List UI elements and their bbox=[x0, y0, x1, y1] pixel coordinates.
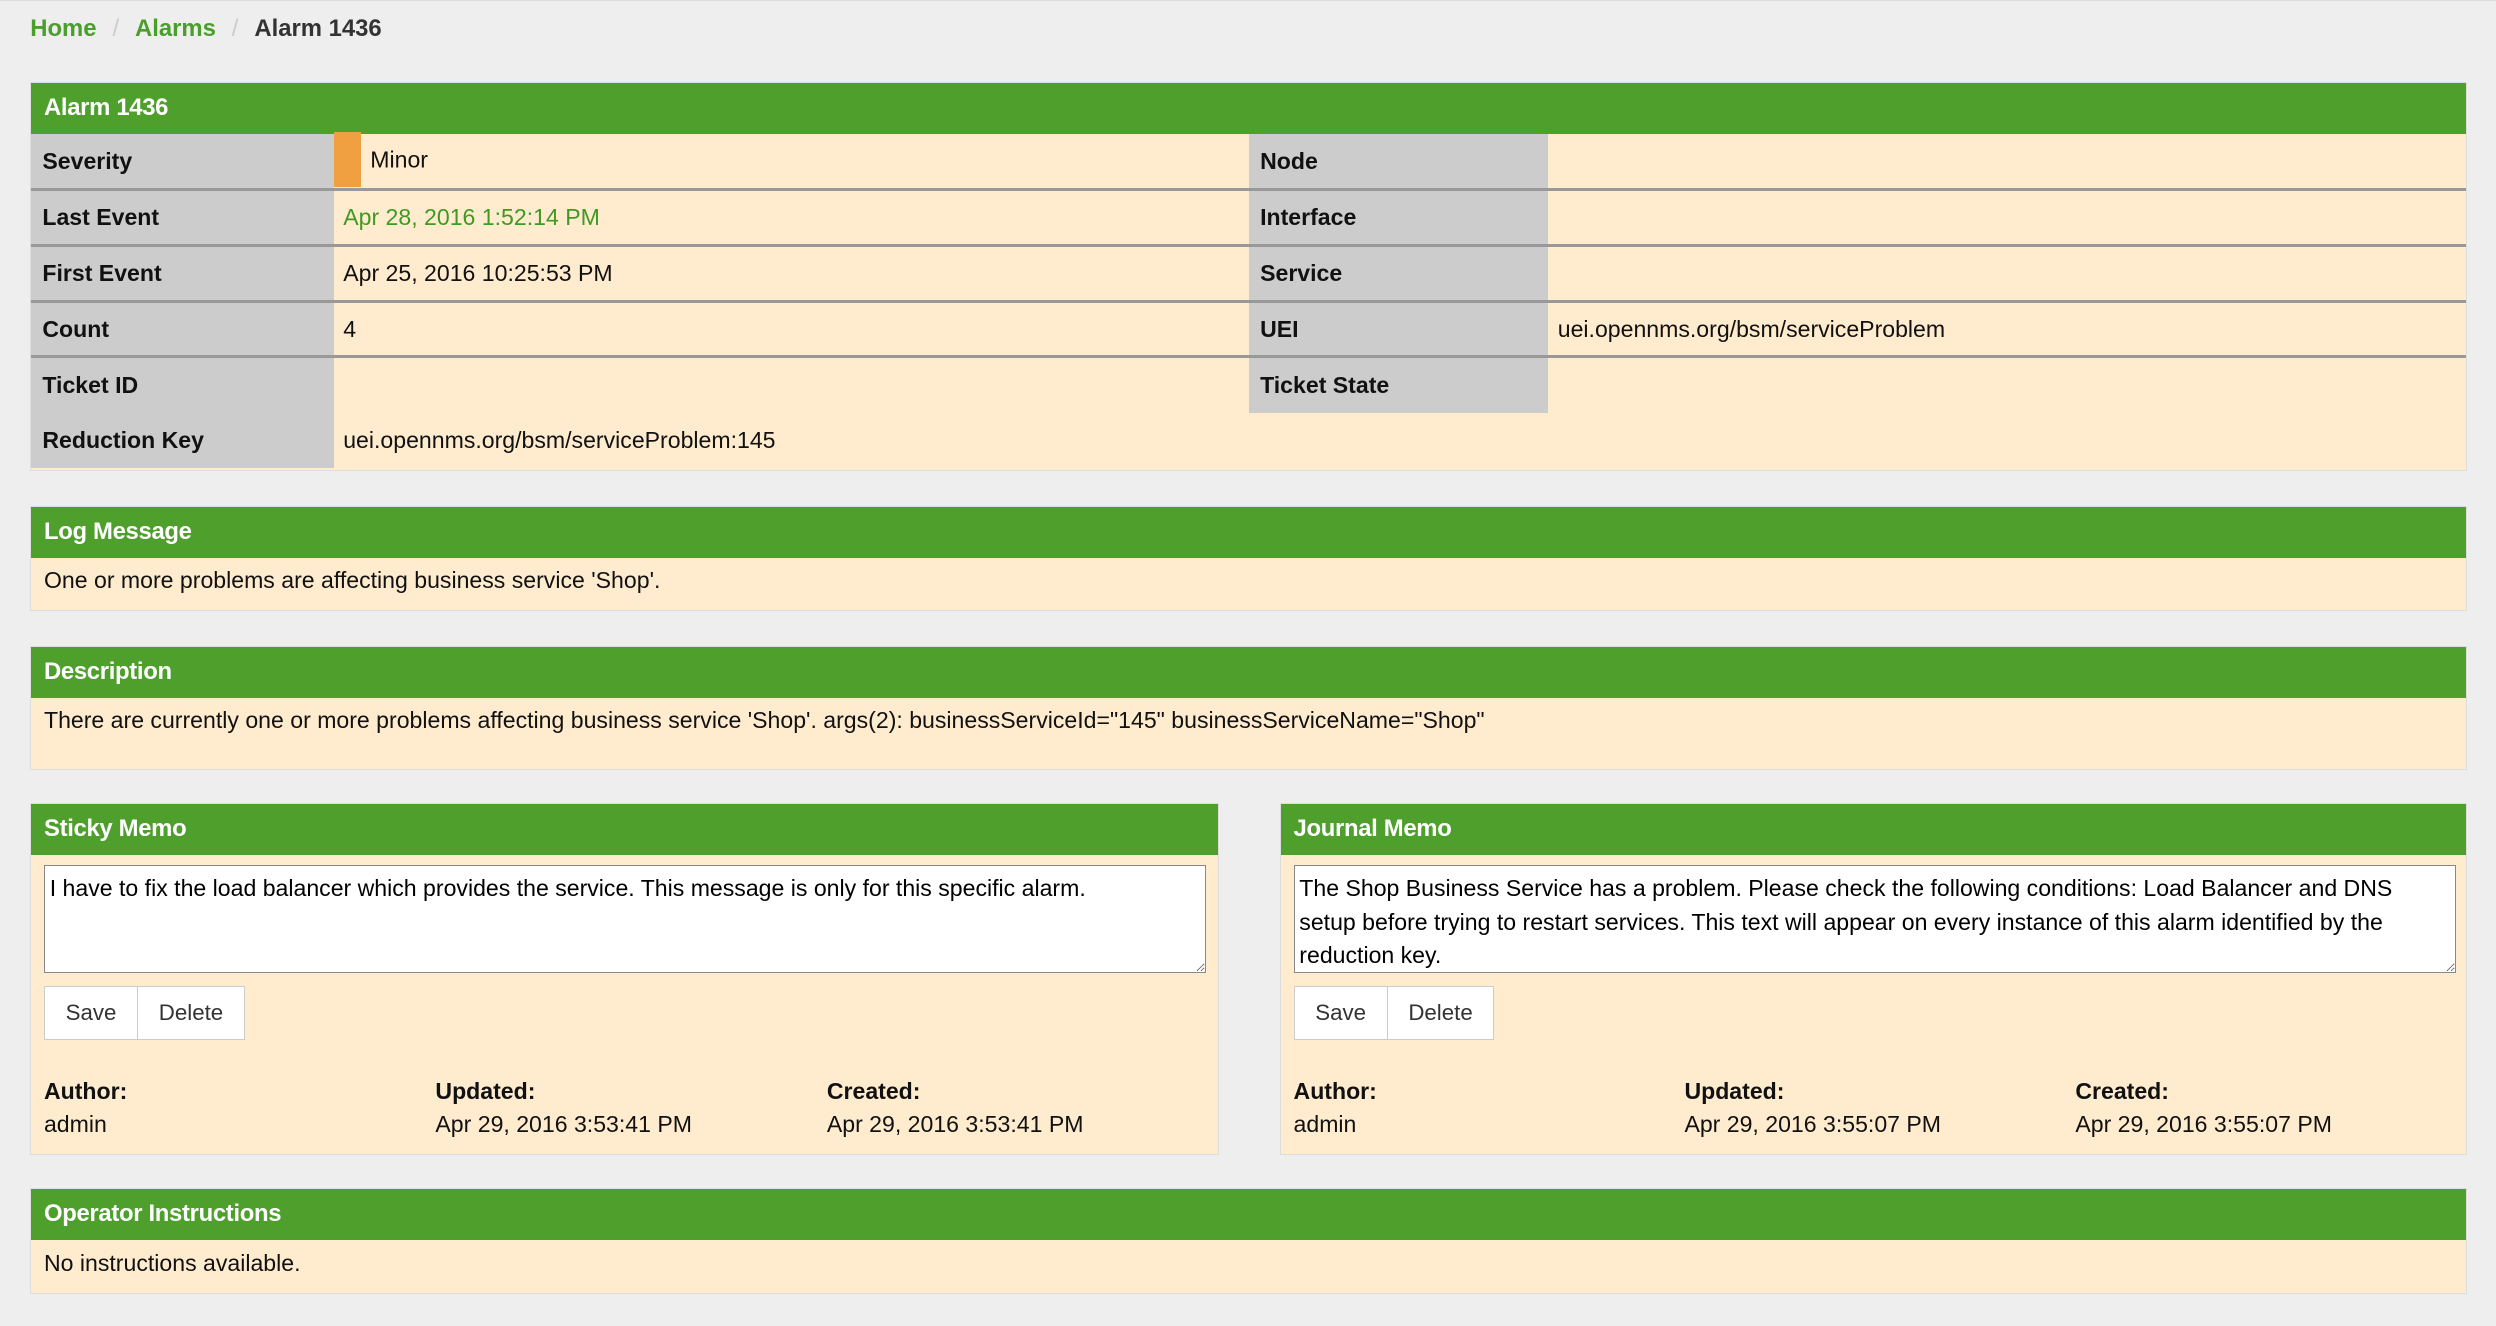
updated-label: Updated: bbox=[1684, 1077, 1785, 1104]
field-label: Node bbox=[1248, 134, 1549, 192]
field-value: 4 bbox=[333, 301, 1249, 359]
created-value: Apr 29, 2016 3:55:07 PM bbox=[2075, 1111, 2332, 1138]
author-label: Author: bbox=[1293, 1077, 1377, 1104]
field-value-text: Apr 28, 2016 1:52:14 PM bbox=[343, 204, 600, 231]
field-label-text: UEI bbox=[1260, 315, 1299, 342]
field-label-text: Interface bbox=[1260, 204, 1357, 231]
field-label: Ticket State bbox=[1248, 356, 1549, 413]
field-label-text: Count bbox=[42, 315, 110, 342]
field-label: First Event bbox=[31, 245, 334, 303]
alarm-row: Ticket ID Ticket State bbox=[31, 356, 2466, 413]
field-label: Service bbox=[1248, 245, 1549, 303]
operator-instructions-text: No instructions available. bbox=[43, 1249, 301, 1276]
reduction-key-label: Reduction Key bbox=[31, 412, 334, 469]
sticky-save-button[interactable]: Save bbox=[43, 985, 139, 1040]
sticky-memo-panel: Sticky Memo I have to fix the load balan… bbox=[30, 803, 1220, 1156]
author-value: admin bbox=[1293, 1111, 1357, 1138]
journal-memo-input[interactable]: The Shop Business Service has a problem.… bbox=[1293, 864, 2456, 973]
alarm-row: Count 4 UEI uei.opennms.org/bsm/serviceProb… bbox=[31, 301, 2467, 359]
created-label: Created: bbox=[2075, 1077, 2169, 1104]
author-label: Author: bbox=[43, 1077, 128, 1104]
field-value bbox=[1548, 245, 2467, 303]
description-text: There are currently one or more problems… bbox=[43, 707, 1485, 734]
breadcrumb-alarms[interactable]: Alarms bbox=[134, 15, 216, 43]
sticky-memo-title: Sticky Memo bbox=[31, 804, 1219, 856]
alarm-row: First Event Apr 25, 2016 10:25:53 PM Servi… bbox=[31, 245, 2467, 303]
breadcrumb-separator: / bbox=[231, 15, 239, 43]
field-label-text: Ticket State bbox=[1260, 372, 1390, 399]
field-label-text: Last Event bbox=[42, 204, 160, 231]
updated-value: Apr 29, 2016 3:53:41 PM bbox=[435, 1111, 693, 1138]
author-value: admin bbox=[43, 1111, 107, 1138]
log-message-title: Log Message bbox=[31, 506, 2467, 558]
log-message-text: One or more problems are affecting busin… bbox=[43, 567, 661, 594]
breadcrumb-home[interactable]: Home bbox=[30, 15, 97, 43]
field-label-text: Node bbox=[1260, 147, 1318, 174]
alarm-row: Severity Minor Node bbox=[31, 131, 2467, 192]
field-label-text: First Event bbox=[42, 259, 162, 286]
field-value-text: 4 bbox=[343, 315, 357, 342]
field-label-text: Ticket ID bbox=[42, 372, 139, 399]
field-label: Count bbox=[31, 301, 334, 359]
field-label-text: Severity bbox=[42, 147, 133, 174]
alarm-details-table: Severity Minor Node Last Event Apr 28, 2016 … bbox=[31, 131, 2467, 469]
field-value bbox=[1548, 189, 2467, 248]
field-value-text: Minor bbox=[370, 146, 428, 173]
field-value bbox=[334, 357, 1249, 413]
field-label: Severity bbox=[31, 134, 334, 192]
alarm-title: Alarm 1436 bbox=[31, 83, 2467, 135]
field-value: Apr 25, 2016 10:25:53 PM bbox=[333, 245, 1249, 303]
log-message-panel: Log Message One or more problems are aff… bbox=[30, 505, 2468, 611]
alarm-panel: Alarm 1436 Severity Minor Node Last Event Ap… bbox=[30, 82, 2468, 471]
breadcrumb-separator: / bbox=[112, 15, 120, 43]
sticky-memo-input[interactable]: I have to fix the load balancer which pr… bbox=[43, 864, 1206, 973]
journal-save-button[interactable]: Save bbox=[1293, 985, 1388, 1040]
breadcrumb-current: Alarm 1436 bbox=[254, 15, 382, 43]
field-value-text: Apr 25, 2016 10:25:53 PM bbox=[343, 259, 613, 286]
journal-memo-title: Journal Memo bbox=[1280, 804, 2467, 856]
field-label: Last Event bbox=[31, 189, 334, 248]
created-value: Apr 29, 2016 3:53:41 PM bbox=[826, 1111, 1084, 1138]
field-label: Interface bbox=[1248, 189, 1549, 248]
field-value bbox=[1548, 134, 2467, 192]
reduction-key-value: uei.opennms.org/bsm/serviceProblem:145 bbox=[343, 426, 776, 453]
field-value-text: uei.opennms.org/bsm/serviceProblem bbox=[1557, 315, 1946, 342]
field-value bbox=[1548, 357, 2466, 413]
alarm-row: Last Event Apr 28, 2016 1:52:14 PM Interfa… bbox=[31, 189, 2467, 248]
breadcrumb: Home / Alarms / Alarm 1436 bbox=[30, 15, 381, 43]
description-panel: Description There are currently one or m… bbox=[30, 645, 2468, 770]
updated-value: Apr 29, 2016 3:55:07 PM bbox=[1684, 1111, 1942, 1138]
journal-memo-panel: Journal Memo The Shop Business Service h… bbox=[1279, 803, 2468, 1156]
journal-delete-button[interactable]: Delete bbox=[1387, 985, 1495, 1040]
updated-label: Updated: bbox=[435, 1077, 536, 1104]
operator-instructions-title: Operator Instructions bbox=[31, 1189, 2467, 1241]
description-title: Description bbox=[31, 646, 2467, 698]
sticky-delete-button[interactable]: Delete bbox=[138, 985, 245, 1040]
field-value: Minor bbox=[333, 131, 1249, 192]
severity-color-indicator bbox=[333, 131, 361, 188]
field-label-text: Service bbox=[1260, 259, 1343, 286]
field-label: Ticket ID bbox=[31, 356, 334, 413]
created-label: Created: bbox=[826, 1077, 921, 1104]
operator-instructions-panel: Operator Instructions No instructions av… bbox=[30, 1188, 2468, 1294]
field-value: Apr 28, 2016 1:52:14 PM bbox=[333, 189, 1249, 248]
field-value: uei.opennms.org/bsm/serviceProblem bbox=[1548, 301, 2467, 359]
field-label: UEI bbox=[1248, 301, 1549, 359]
